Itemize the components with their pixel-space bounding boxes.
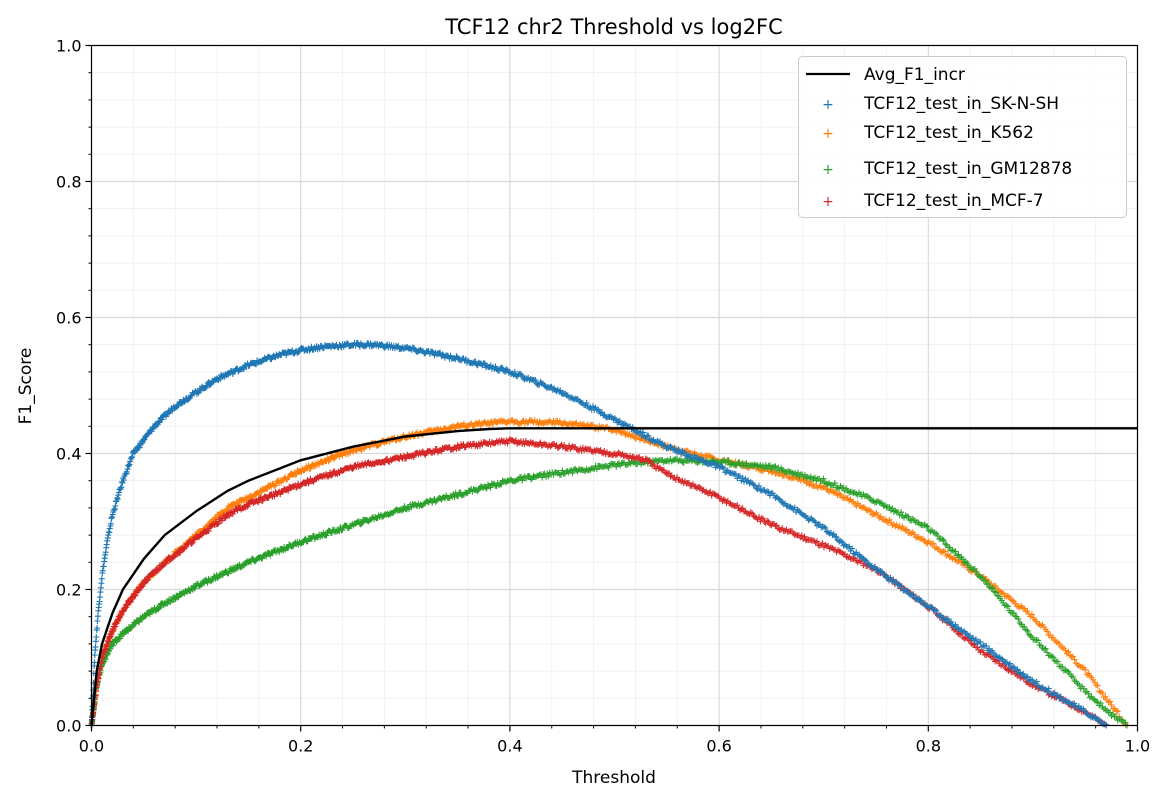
x-tick-label: 0.0 (79, 737, 104, 756)
y-tick-label: 0.2 (56, 581, 81, 600)
legend-label-sk-n-sh: TCF12_test_in_SK-N-SH (863, 94, 1059, 114)
legend-marker-k562: + (822, 126, 834, 142)
x-tick-label: 0.8 (916, 737, 941, 756)
legend-label-k562: TCF12_test_in_K562 (863, 123, 1034, 143)
y-tick-label: 0.4 (56, 445, 81, 464)
legend-label-mcf7: TCF12_test_in_MCF-7 (863, 191, 1044, 211)
x-tick-label: 0.6 (706, 737, 731, 756)
legend-marker-mcf7: + (822, 194, 834, 210)
legend-marker-gm12878: + (822, 162, 834, 178)
x-tick-label: 0.4 (497, 737, 522, 756)
chart-title: TCF12 chr2 Threshold vs log2FC (444, 15, 783, 39)
y-tick-label: 1.0 (56, 37, 81, 56)
y-tick-label: 0.6 (56, 309, 81, 328)
plot-frame (90, 44, 1139, 727)
legend-marker-sk-n-sh: + (822, 97, 834, 113)
series-line-avg-f1-incr (90, 427, 1138, 726)
legend-box (798, 56, 1127, 218)
x-tick-label: 0.2 (288, 737, 313, 756)
axis-ticks: 0.0 0.2 0.4 0.6 0.8 1.0 0.0 0.2 0.4 0.6 0.8 1.0 (56, 37, 1150, 756)
legend-label-avg: Avg_F1_incr (864, 65, 965, 85)
x-axis-label: Threshold (571, 768, 656, 788)
legend-label-gm12878: TCF12_test_in_GM12878 (863, 159, 1072, 179)
legend: Avg_F1_incr + TCF12_test_in_SK-N-SH + TC… (798, 56, 1127, 218)
y-tick-label: 0.8 (56, 173, 81, 192)
y-axis-label: F1_Score (16, 348, 36, 425)
x-tick-label: 1.0 (1125, 737, 1150, 756)
y-tick-label: 0.0 (56, 717, 81, 736)
